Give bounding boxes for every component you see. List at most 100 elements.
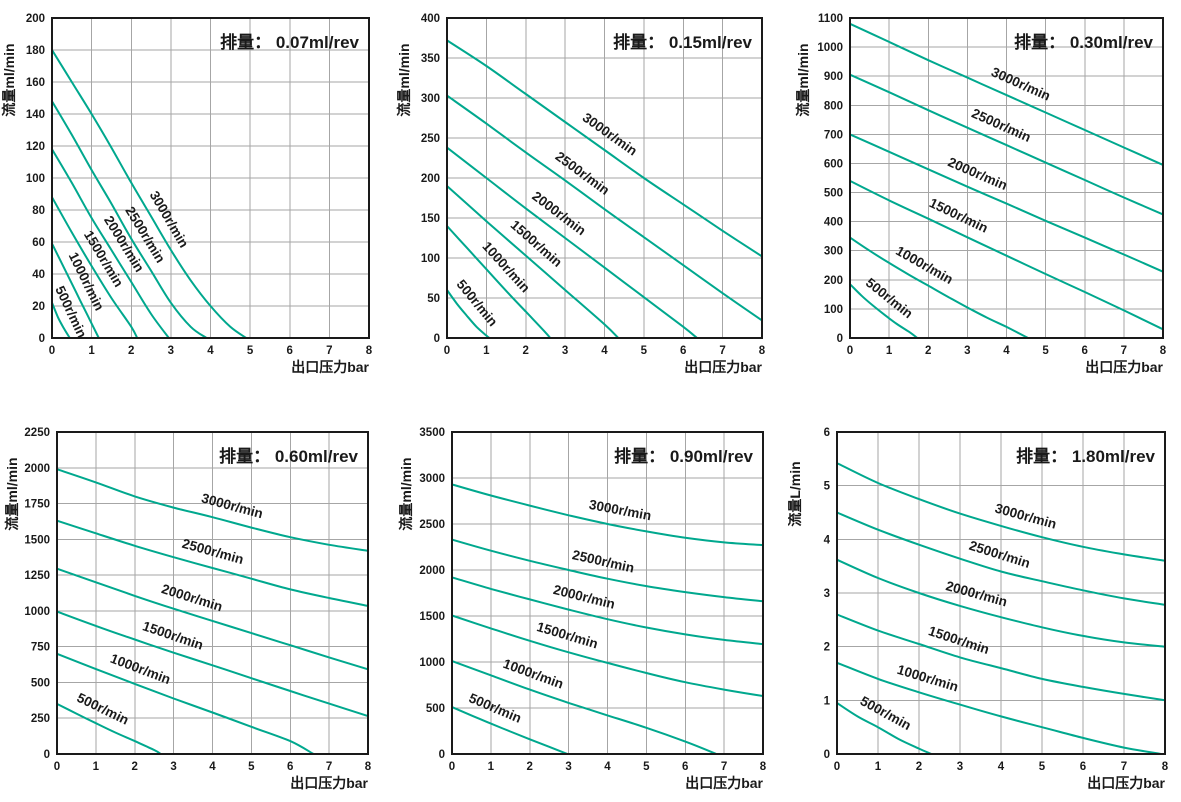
curves (51, 49, 248, 339)
curve-label-2000r-min: 2000r/min (529, 188, 588, 238)
curve-2500r-min (836, 511, 1166, 606)
chart-canvas-0.60ml-rev: 3000r/min2500r/min2000r/min1500r/min1000… (4, 427, 372, 791)
x-axis-title: 出口压力bar (684, 359, 762, 375)
curve-2000r-min (849, 133, 1164, 273)
y-tick-label: 160 (26, 77, 45, 89)
curve-500r-min (849, 283, 919, 339)
plot-border (849, 17, 1164, 339)
y-tick-label: 1250 (24, 570, 50, 582)
y-tick-label: 1000 (419, 657, 445, 669)
x-tick-label: 6 (682, 761, 688, 773)
y-tick-label: 2250 (24, 427, 50, 439)
x-axis-title: 出口压力bar (685, 775, 763, 791)
plot-border (836, 431, 1166, 755)
y-tick-label: 500 (824, 188, 843, 200)
y-tick-label: 700 (824, 129, 843, 141)
plot-border (56, 431, 369, 755)
y-tick-label: 0 (434, 333, 440, 345)
curve-label-2500r-min: 2500r/min (571, 547, 636, 575)
y-tick-label: 800 (824, 100, 843, 112)
y-tick-label: 100 (824, 304, 843, 316)
y-tick-label: 600 (824, 158, 843, 170)
x-axis-title: 出口压力bar (1085, 359, 1163, 375)
y-tick-label: 300 (824, 246, 843, 258)
grid-lines (57, 432, 368, 754)
y-tick-label: 0 (439, 749, 445, 761)
y-tick-label: 1500 (419, 611, 445, 623)
y-tick-label: 1500 (24, 534, 50, 546)
y-tick-label: 0 (837, 333, 843, 345)
x-tick-label: 6 (680, 345, 686, 357)
y-tick-label: 80 (32, 205, 45, 217)
chart-canvas-1.80ml-rev: 3000r/min2500r/min2000r/min1500r/min1000… (788, 427, 1169, 791)
y-tick-label: 50 (427, 293, 440, 305)
y-tick-label: 250 (421, 133, 440, 145)
x-tick-label: 2 (925, 345, 931, 357)
curve-2000r-min (56, 567, 369, 671)
y-axis-title: 流量ml/min (4, 457, 20, 530)
y-axis-title: 流量L/min (788, 461, 803, 526)
x-tick-label: 3 (964, 345, 970, 357)
x-tick-label: 4 (998, 761, 1005, 773)
curve-1500r-min (849, 179, 1164, 331)
y-tick-label: 100 (421, 253, 440, 265)
x-tick-label: 0 (444, 345, 450, 357)
curve-2000r-min (446, 146, 698, 339)
y-tick-label: 4 (824, 534, 831, 546)
x-tick-label: 4 (604, 761, 611, 773)
curve-label-2500r-min: 2500r/min (553, 149, 613, 198)
x-tick-label: 3 (565, 761, 571, 773)
y-tick-label: 0 (824, 749, 830, 761)
x-tick-label: 8 (759, 345, 766, 357)
x-tick-label: 2 (523, 345, 529, 357)
y-tick-label: 2 (824, 642, 830, 654)
curve-label-3000r-min: 3000r/min (580, 110, 640, 159)
curve-2500r-min (446, 94, 763, 322)
y-tick-label: 400 (421, 13, 440, 25)
y-tick-label: 40 (32, 269, 45, 281)
plot-border (51, 17, 370, 339)
x-tick-label: 0 (449, 761, 455, 773)
y-tick-label: 2000 (24, 463, 50, 475)
curve-label-1500r-min: 1500r/min (927, 195, 990, 236)
curves (836, 462, 1166, 755)
curves (56, 468, 369, 755)
x-tick-label: 7 (1121, 345, 1127, 357)
y-axis-title: 流量ml/min (398, 457, 414, 530)
chart-cell-displacement-0.30: 3000r/min 2500r/min 2000r/min 1500r/min 1000… (788, 0, 1181, 400)
y-tick-label: 60 (32, 237, 45, 249)
axis-tick-labels: 0 1 2 3 4 5 6 7 8 0 100 200 300 400 500 600 700 800 900 100… (817, 13, 1166, 357)
curve-3000r-min (849, 22, 1164, 166)
curve-label-1500r-min: 1500r/min (535, 619, 600, 651)
x-tick-label: 0 (834, 761, 840, 773)
x-tick-label: 7 (326, 345, 332, 357)
chart-canvas-0.07ml-rev: 3000r/min2500r/min2000r/min1500r/min1000… (1, 13, 373, 375)
x-tick-label: 1 (886, 345, 893, 357)
plot-border (451, 431, 764, 755)
x-tick-label: 6 (287, 761, 293, 773)
curve-1000r-min (451, 660, 718, 755)
y-tick-label: 350 (421, 53, 440, 65)
chart-title-displacement: 排量： 0.60ml/rev (219, 446, 358, 466)
grid-lines (837, 432, 1165, 754)
y-tick-label: 1 (824, 695, 831, 707)
y-tick-label: 3500 (419, 427, 445, 439)
curve-500r-min (56, 702, 162, 755)
curve-1000r-min (849, 236, 1029, 339)
curve-3000r-min (451, 483, 764, 547)
y-tick-label: 100 (26, 173, 45, 185)
curve-500r-min (836, 702, 933, 755)
curve-label-2000r-min: 2000r/min (946, 154, 1010, 193)
curve-2500r-min (51, 100, 208, 339)
curve-2500r-min (451, 538, 764, 603)
curve-1000r-min (51, 242, 100, 339)
x-tick-label: 3 (168, 345, 174, 357)
y-tick-label: 3000 (419, 473, 445, 485)
y-axis-title: 流量ml/min (396, 43, 412, 116)
curves (446, 39, 763, 339)
y-tick-label: 0 (39, 333, 45, 345)
x-tick-label: 0 (54, 761, 60, 773)
curve-2500r-min (56, 519, 369, 607)
x-tick-label: 2 (916, 761, 922, 773)
y-tick-label: 1000 (817, 42, 843, 54)
